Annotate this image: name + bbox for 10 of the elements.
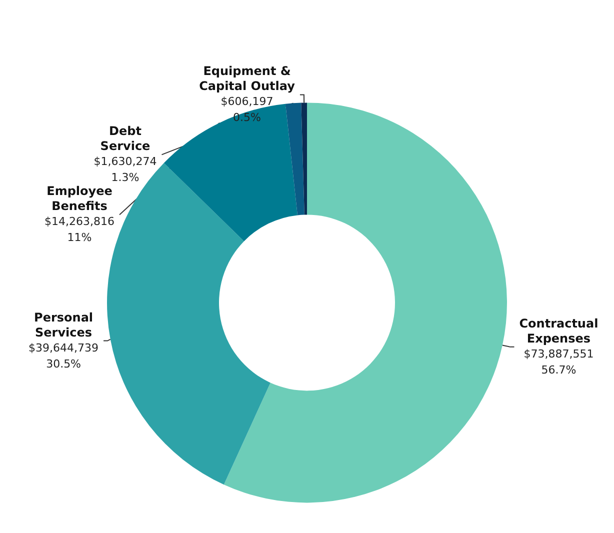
slice-label: Debt Service bbox=[100, 124, 150, 154]
data-label: $39,644,739 30.5% bbox=[28, 341, 99, 370]
data-label: $606,197 0.5% bbox=[220, 95, 274, 124]
slice-label: Contractual Expenses bbox=[519, 316, 598, 346]
data-label: $1,630,274 1.3% bbox=[94, 155, 157, 184]
data-label: $14,263,816 11% bbox=[44, 215, 114, 244]
slice-label: Personal Services bbox=[34, 310, 94, 340]
slice-label: Employee Benefits bbox=[46, 184, 112, 214]
data-label: $73,887,551 56.7% bbox=[524, 347, 594, 376]
slice-label: Equipment & Capital Outlay bbox=[199, 64, 296, 94]
